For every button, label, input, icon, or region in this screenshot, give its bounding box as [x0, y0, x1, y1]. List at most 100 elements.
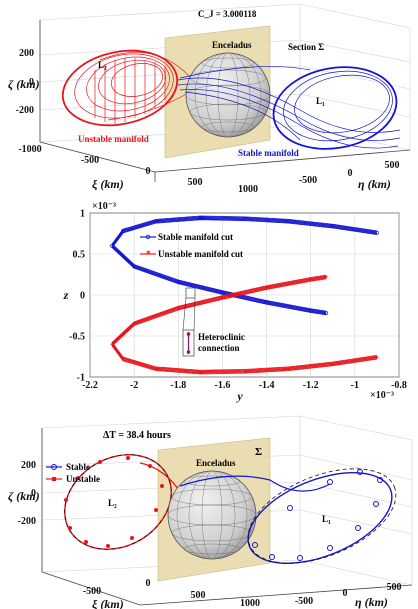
- mid-series: [110, 215, 379, 375]
- mid-series-1-point: [132, 322, 136, 326]
- bottom-legend-unstable: Unstable: [66, 474, 100, 484]
- mid-series-0-point: [308, 308, 313, 313]
- top-z-tick-2: -200: [16, 105, 34, 116]
- bottom-x-tick-3: 1000: [240, 598, 260, 609]
- bottom-x-tick-0: -500: [83, 586, 101, 597]
- bottom-body-label: Enceladus: [196, 458, 236, 468]
- bottom-y-tick-0: -500: [295, 596, 313, 607]
- mid-legend: Stable manifold cut * Unstable manifold …: [140, 232, 243, 259]
- top-stable-manifold: [177, 66, 401, 150]
- mid-series-0-line: [111, 215, 377, 312]
- mid-series-1-point: [331, 362, 335, 366]
- mid-series-1-point: [110, 342, 114, 346]
- mid-series-1-line: [111, 278, 377, 375]
- top-z-tick-0: 200: [19, 48, 34, 59]
- mid-series-0-point: [176, 279, 181, 284]
- mid-y-label: z: [63, 288, 69, 302]
- bottom-3d-panel: Stable Unstable 200 0 -200 -500 0 500 10…: [8, 415, 413, 609]
- bottom-l2-label: L₂: [108, 498, 117, 508]
- mid-series-1-point: [324, 275, 328, 279]
- mid-series-0-point: [110, 243, 115, 248]
- mid-series-1-point: [121, 357, 125, 361]
- top-3d-panel: 200 0 -200 -1000 -500 0 500 1000 -500 0 …: [8, 3, 411, 195]
- mid-series-0-point: [330, 224, 335, 229]
- bottom-floor-edges: [41, 571, 413, 606]
- mid-series-1-line: [111, 274, 377, 371]
- top-x-tick-0: -1000: [18, 144, 41, 155]
- mid-series-0-point: [132, 264, 137, 269]
- mid-series-0-point: [242, 216, 247, 221]
- mid-heteroclinic-callout: Heteroclinic connection: [182, 287, 245, 357]
- mid-series-1-point: [154, 367, 158, 371]
- mid-grid: [89, 212, 400, 378]
- mid-legend-unstable: Unstable manifold cut: [158, 249, 243, 259]
- bottom-legend-stable: Stable: [66, 462, 90, 472]
- top-x-tick-1: -500: [81, 155, 99, 166]
- mid-series-0-point: [374, 230, 379, 235]
- bottom-x-label: ξ (km): [92, 597, 124, 609]
- mid-series-1-line: [111, 277, 377, 374]
- mid-x-tick-0: -2.2: [82, 380, 98, 391]
- mid-series-1-point: [220, 295, 225, 300]
- top-y-tick-0: -500: [299, 175, 317, 186]
- mid-series-0-point: [121, 229, 126, 233]
- bottom-y-label: η (km): [355, 595, 388, 609]
- top-x-label: ξ (km): [92, 177, 124, 191]
- mid-series-1-point: [176, 306, 180, 310]
- bottom-stable-orbit: [179, 468, 397, 564]
- mid-legend-unstable-marker: *: [146, 249, 151, 259]
- bottom-legend: Stable Unstable: [46, 462, 100, 484]
- mid-x-tick-3: -1.6: [215, 380, 231, 391]
- top-y-tick-2: 500: [385, 160, 400, 171]
- mid-x-tick-2: -1.8: [170, 380, 186, 391]
- mid-series-0-line: [111, 218, 377, 315]
- mid-series-0-line: [111, 219, 377, 316]
- mid-connection-label: Heteroclinic connection: [198, 332, 245, 353]
- mid-series-0-point: [220, 290, 225, 295]
- mid-series-1-point: [242, 369, 247, 373]
- top-l1-label: L₁: [316, 96, 325, 106]
- mid-series-0-point: [324, 311, 329, 315]
- top-title: C_J = 3.000118: [198, 9, 257, 19]
- mid-x-tick-5: -1.2: [303, 380, 319, 391]
- mid-ticks: -2.2 -2 -1.8 -1.6 -1.4 -1.2 -1 -0.8 1 0.5 0 -0.5 -1: [69, 209, 407, 392]
- top-y-label: η (km): [358, 177, 391, 191]
- mid-series-1-line: [111, 275, 377, 372]
- mid-series-1-point: [287, 367, 291, 371]
- top-y-tick-1: 0: [348, 168, 353, 179]
- mid-x-tick-4: -1.4: [259, 380, 275, 391]
- mid-series-1-point: [264, 286, 269, 290]
- mid-series-0-point: [264, 300, 269, 305]
- top-enceladus-sphere: [185, 52, 271, 138]
- mid-x-label: y: [235, 389, 243, 403]
- bottom-z-tick-2: -200: [18, 516, 36, 527]
- bottom-section-label: Σ: [255, 446, 262, 458]
- bottom-z-tick-0: 200: [21, 460, 36, 471]
- mid-series-0-point: [154, 219, 159, 224]
- mid-x-tick-7: -0.8: [391, 380, 407, 391]
- mid-series-1-point: [375, 355, 379, 359]
- mid-series-0-point: [198, 215, 203, 220]
- bottom-title: ΔT = 38.4 hours: [103, 430, 171, 441]
- top-l2-label: L₂: [98, 60, 107, 70]
- mid-series-0-line: [111, 217, 377, 314]
- mid-x-tick-1: -2: [130, 380, 138, 391]
- mid-series-0-point: [286, 219, 291, 224]
- mid-series-1-line: [111, 276, 377, 373]
- top-z-label: ζ (km): [8, 77, 40, 91]
- mid-y-exponent: ×10⁻³: [92, 201, 116, 212]
- top-section-label: Section Σ: [288, 42, 324, 52]
- top-x-tick-3: 500: [188, 177, 203, 188]
- bottom-enceladus-sphere: [167, 470, 257, 560]
- mid-y-tick-2: 0: [80, 291, 85, 302]
- mid-x-tick-6: -1: [351, 380, 359, 391]
- mid-series-0-line: [111, 216, 377, 313]
- mid-y-tick-1: 0.5: [73, 250, 86, 261]
- bottom-z-tick-1: 0: [31, 488, 36, 499]
- bottom-x-tick-2: 500: [191, 590, 206, 601]
- bottom-y-tick-2: 500: [387, 582, 402, 593]
- top-stable-label: Stable manifold: [238, 148, 299, 158]
- bottom-l1-label: L₁: [322, 514, 331, 524]
- bottom-y-tick-1: 0: [343, 588, 348, 599]
